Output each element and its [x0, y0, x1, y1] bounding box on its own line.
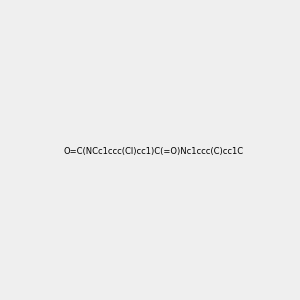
Text: O=C(NCc1ccc(Cl)cc1)C(=O)Nc1ccc(C)cc1C: O=C(NCc1ccc(Cl)cc1)C(=O)Nc1ccc(C)cc1C	[64, 147, 244, 156]
